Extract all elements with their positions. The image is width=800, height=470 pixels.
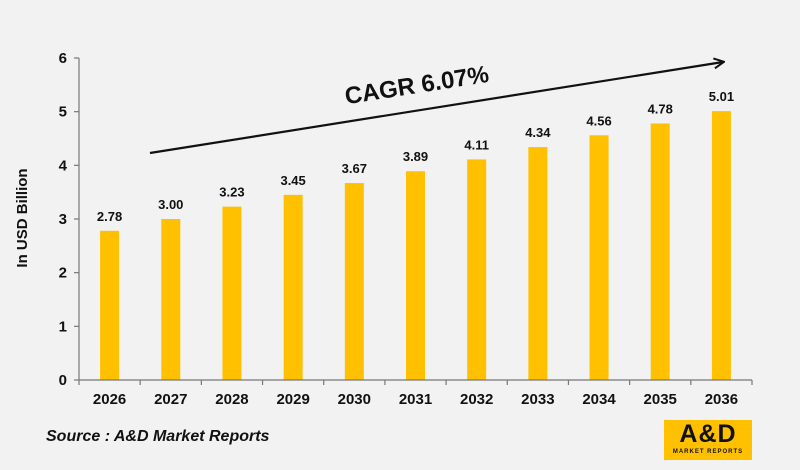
y-tick-label: 1 [59,318,67,335]
bar [467,159,487,380]
bar-value-label: 5.01 [709,89,734,104]
bar-value-label: 3.45 [280,173,305,188]
bar [711,111,731,380]
x-tick-label: 2031 [399,391,432,408]
brand-logo: A&D MARKET REPORTS [664,420,752,460]
bar [161,219,181,380]
bar [344,183,364,380]
y-axis-label: In USD Billion [14,168,31,267]
logo-subtext: MARKET REPORTS [672,449,744,455]
bar-chart: In USD Billion 2.78 3.00 3.23 3.45 3.67 3.89 4… [14,50,753,408]
cagr-arrow [149,62,723,155]
bar-value-label: 3.00 [158,197,183,212]
y-tick-label: 6 [59,50,67,67]
bar [283,194,303,380]
bar [650,123,670,381]
bar-value-label: 4.11 [464,137,489,152]
bar-value-label: 4.34 [525,125,551,140]
x-tick-label: 2032 [460,391,493,408]
bar-value-label: 3.67 [342,161,367,176]
x-tick-label: 2035 [644,391,677,408]
bar-value-label: 4.78 [648,101,673,116]
x-tick-label: 2036 [705,391,738,408]
bar-value-label: 4.56 [586,113,611,128]
bar [222,206,242,380]
logo-text: A&D [679,420,737,448]
bar [589,135,609,380]
bar [528,147,548,380]
x-tick-label: 2030 [338,391,371,408]
y-tick-label: 2 [59,265,67,282]
y-tick-label: 4 [59,157,68,174]
x-tick-label: 2029 [276,391,309,408]
bar-value-label: 2.78 [97,209,122,224]
x-tick-label: 2027 [154,391,187,408]
bar-value-label: 3.23 [219,185,244,200]
y-tick-label: 3 [59,211,67,228]
y-tick-label: 0 [59,372,67,389]
source-note: Source : A&D Market Reports [46,428,270,445]
bar [100,230,120,380]
bar [406,171,425,380]
y-tick-label: 5 [59,104,67,121]
bar-value-label: 3.89 [403,149,428,164]
x-tick-label: 2034 [582,391,616,408]
x-tick-label: 2026 [93,391,126,408]
x-tick-label: 2033 [521,391,554,408]
x-tick-label: 2028 [215,391,248,408]
